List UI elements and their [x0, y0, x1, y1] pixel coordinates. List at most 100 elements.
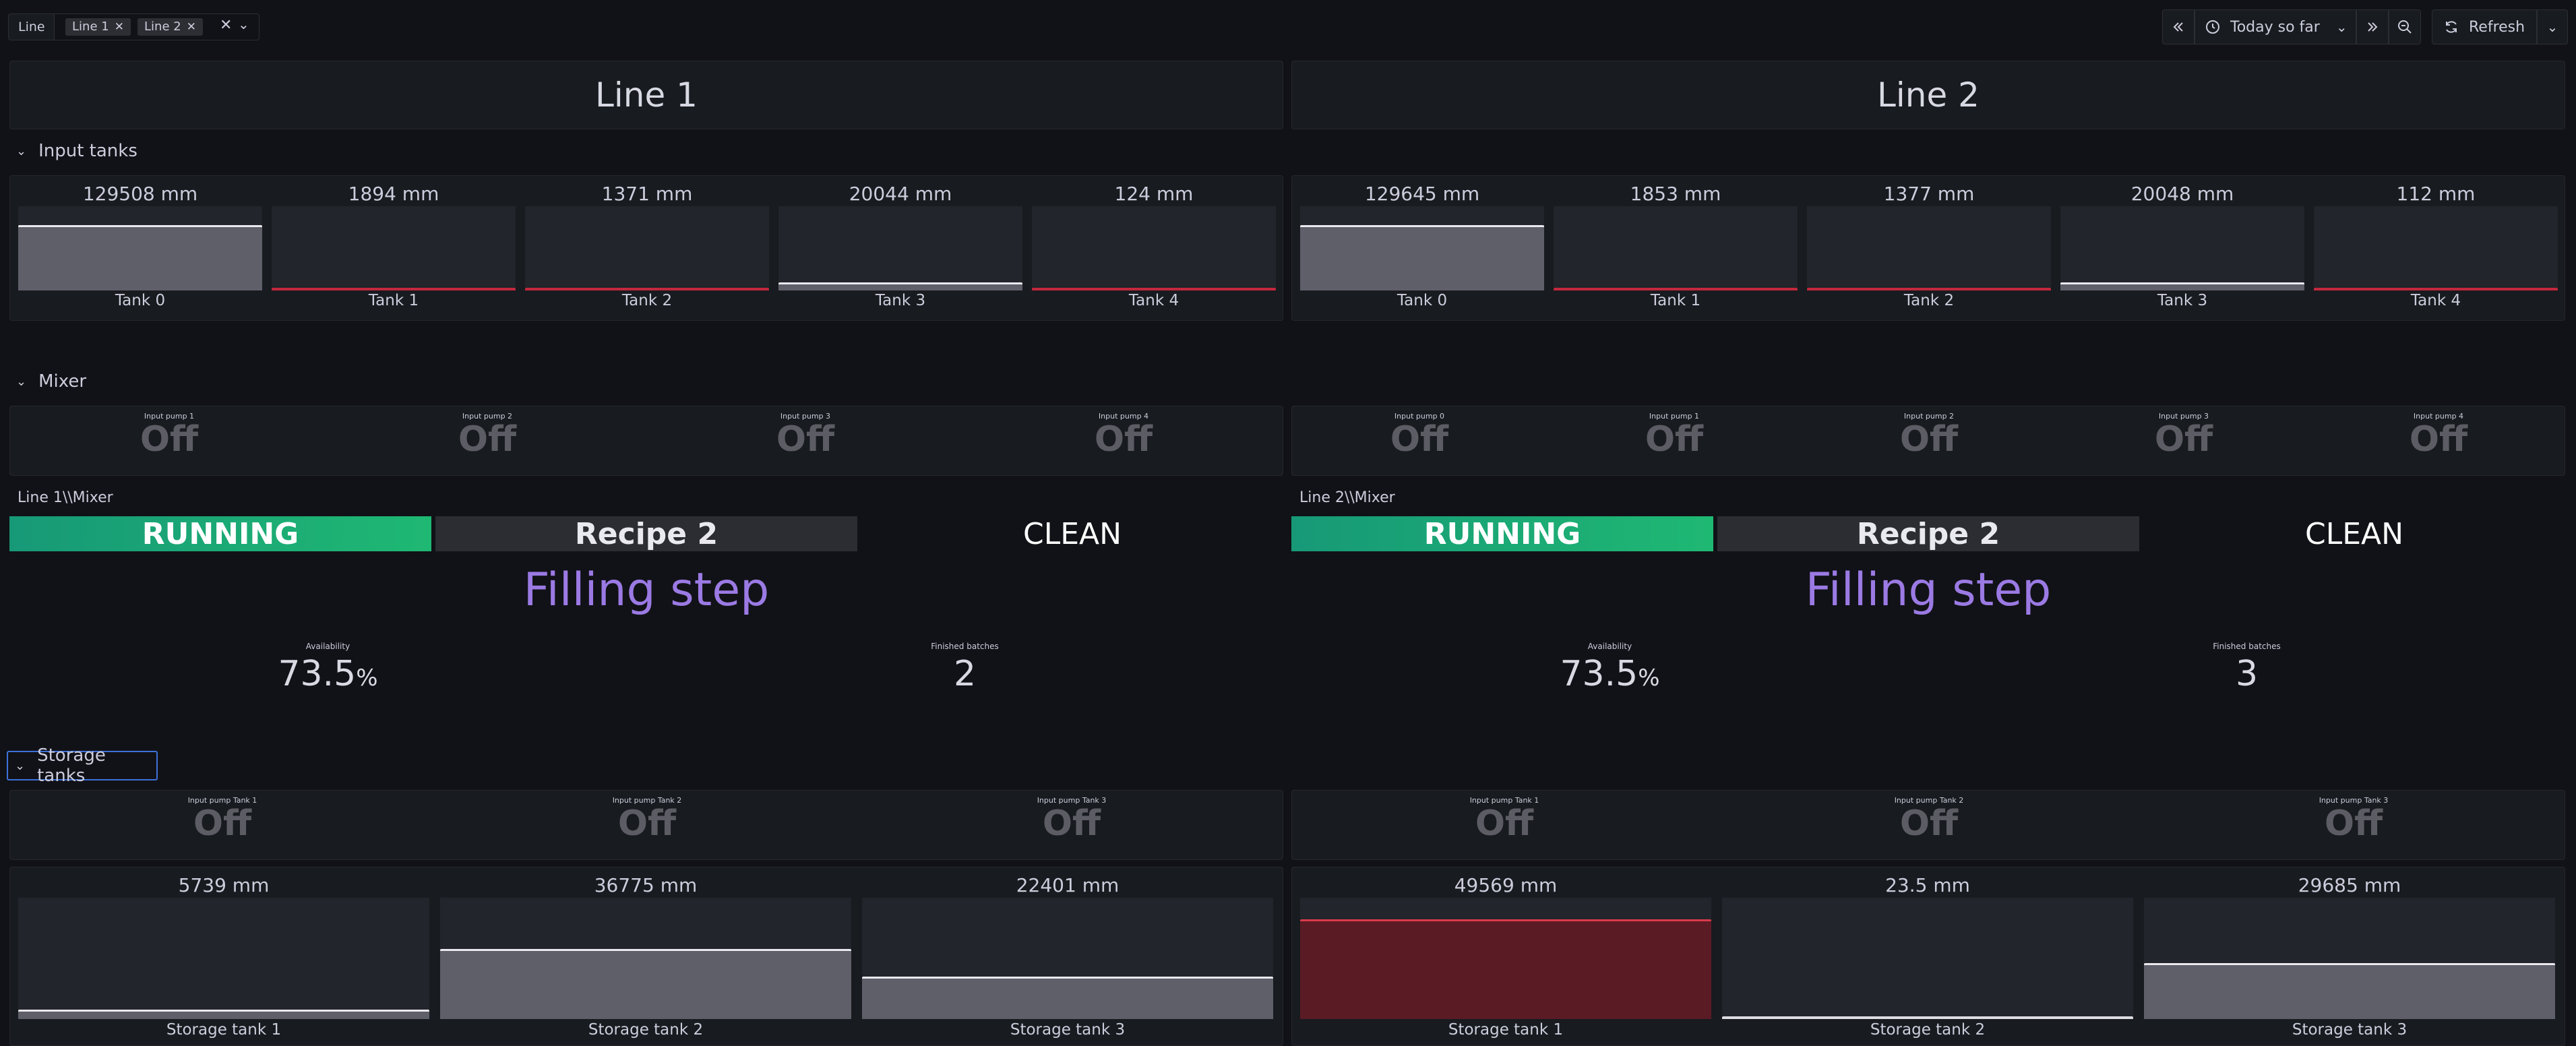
- chevron-down-icon: ⌄: [2546, 19, 2558, 35]
- chevron-down-icon: ⌄: [16, 374, 27, 389]
- availability-label: Availability: [305, 642, 350, 651]
- line-1-title-panel: Line 1: [9, 61, 1283, 129]
- tank-label: Tank 0: [115, 292, 166, 309]
- tank-value: 22401 mm: [1016, 874, 1120, 896]
- tank-gauge: [1807, 206, 2051, 290]
- mixer-recipe: Recipe 2: [435, 516, 857, 551]
- pump-status: Input pump Tank 1 Off: [1469, 796, 1539, 844]
- line-2-input-tanks-panel: 129645 mm Tank 0 1853 mm Tank 1 1377 mm …: [1291, 175, 2565, 321]
- tank-level: [18, 224, 262, 290]
- tank-label: Tank 1: [1650, 292, 1701, 309]
- clear-icon[interactable]: ✕: [220, 17, 233, 34]
- tank-value: 36775 mm: [594, 874, 698, 896]
- tank-level: [1032, 288, 1276, 290]
- tank-gauge: [1554, 206, 1798, 290]
- mixer-clean-status: CLEAN: [2304, 516, 2404, 551]
- line-1-storage-tanks-panel: 5739 mm Storage tank 1 36775 mm Storage …: [9, 867, 1283, 1046]
- time-forward-button[interactable]: [2356, 9, 2389, 44]
- time-range-picker[interactable]: Today so far ⌄: [2195, 9, 2356, 44]
- mixer-step: Filling step: [523, 563, 770, 617]
- tank-label: Storage tank 2: [1870, 1021, 1986, 1039]
- line-1-input-pumps-panel: Input pump 1 Off Input pump 2 Off Input pu…: [9, 406, 1283, 476]
- tank-gauge: [1722, 898, 2133, 1019]
- line-1-input-tanks-panel: 129508 mm Tank 0 1894 mm Tank 1 1371 mm …: [9, 175, 1283, 321]
- chevron-down-icon[interactable]: ⌄: [238, 16, 249, 32]
- availability-value: 73.5%: [1560, 654, 1660, 694]
- pump-status: Input pump Tank 2 Off: [612, 796, 682, 844]
- pump-status: Input pump 1 Off: [140, 412, 199, 460]
- tank-gauge: [18, 206, 262, 290]
- refresh-icon: [2446, 21, 2457, 33]
- tank-value: 124 mm: [1114, 183, 1194, 205]
- tank-label: Storage tank 3: [1010, 1021, 1126, 1039]
- tank-value: 1377 mm: [1883, 183, 1975, 205]
- tank-gauge: [1032, 206, 1276, 290]
- tank-level: [1722, 1016, 2133, 1019]
- mixer-recipe: Recipe 2: [1717, 516, 2139, 551]
- pump-status: Input pump Tank 3 Off: [2319, 796, 2389, 844]
- tank-level: [440, 948, 851, 1019]
- finished-batches-label: Finished batches: [2213, 642, 2281, 651]
- mixer-label: Line 2\\Mixer: [1299, 489, 1395, 506]
- pump-status: Input pump 1 Off: [1645, 412, 1704, 460]
- line-2-storage-tanks-panel: 49569 mm Storage tank 1 23.5 mm Storage …: [1291, 867, 2565, 1046]
- tank-value: 23.5 mm: [1885, 874, 1970, 896]
- time-range-label: Today so far: [2230, 18, 2320, 36]
- row-mixer[interactable]: ⌄ Mixer: [16, 371, 87, 392]
- pump-status: Input pump 4 Off: [2409, 412, 2468, 460]
- tank-value: 29685 mm: [2298, 874, 2401, 896]
- tank-gauge: [2144, 898, 2555, 1019]
- finished-batches-value: 3: [2235, 654, 2259, 694]
- tank-level: [2060, 282, 2304, 290]
- variable-label: Line: [8, 13, 55, 40]
- tank-label: Storage tank 1: [166, 1021, 282, 1039]
- tank-gauge: [2060, 206, 2304, 290]
- row-input-tanks[interactable]: ⌄ Input tanks: [16, 141, 137, 161]
- tank-label: Tank 3: [2157, 292, 2208, 309]
- chevron-down-icon: ⌄: [15, 758, 26, 773]
- tank-level: [1554, 288, 1798, 290]
- refresh-label: Refresh: [2469, 18, 2525, 36]
- tank-value: 129645 mm: [1364, 183, 1480, 205]
- tank-level: [1300, 919, 1711, 1019]
- tank-gauge: [862, 898, 1273, 1019]
- tank-label: Tank 1: [368, 292, 419, 309]
- chevron-double-right-icon: [2368, 22, 2378, 32]
- line-variable-select[interactable]: Line 1 ✕ Line 2 ✕ ✕ ⌄: [54, 13, 259, 40]
- tank-value: 20048 mm: [2130, 183, 2234, 205]
- tank-gauge: [778, 206, 1022, 290]
- tank-gauge: [440, 898, 851, 1019]
- zoom-out-icon: [2398, 20, 2412, 34]
- finished-batches-label: Finished batches: [931, 642, 999, 651]
- tank-label: Tank 0: [1397, 292, 1448, 309]
- zoom-out-button[interactable]: [2389, 9, 2421, 44]
- tank-value: 129508 mm: [82, 183, 198, 205]
- tank-level: [2314, 288, 2558, 290]
- clock-icon: [2206, 20, 2219, 34]
- mixer-label: Line 1\\Mixer: [18, 489, 113, 506]
- close-icon[interactable]: ✕: [114, 20, 124, 34]
- pump-status: Input pump 3 Off: [2154, 412, 2213, 460]
- row-storage-tanks[interactable]: ⌄ Storage tanks: [7, 745, 158, 786]
- tank-gauge: [1300, 898, 1711, 1019]
- mixer-state: RUNNING: [9, 516, 431, 551]
- mixer-clean-status: CLEAN: [1022, 516, 1122, 551]
- chip-line-1[interactable]: Line 1 ✕: [65, 18, 131, 36]
- refresh-interval-button[interactable]: ⌄: [2537, 9, 2568, 44]
- tank-label: Tank 4: [2410, 292, 2461, 309]
- tank-label: Tank 2: [1903, 292, 1955, 309]
- availability-label: Availability: [1587, 642, 1632, 651]
- line-1-storage-pumps-panel: Input pump Tank 1 Off Input pump Tank 2 Of…: [9, 790, 1283, 860]
- close-icon[interactable]: ✕: [186, 20, 196, 34]
- pump-status: Input pump Tank 2 Off: [1894, 796, 1964, 844]
- tank-value: 20044 mm: [849, 183, 952, 205]
- tank-label: Tank 4: [1128, 292, 1179, 309]
- tank-level: [778, 282, 1022, 290]
- chip-line-2[interactable]: Line 2 ✕: [137, 18, 203, 36]
- tank-value: 1853 mm: [1630, 183, 1721, 205]
- refresh-button[interactable]: Refresh: [2432, 9, 2537, 44]
- time-back-button[interactable]: [2162, 9, 2195, 44]
- pump-status: Input pump 3 Off: [776, 412, 835, 460]
- tank-level: [18, 1009, 429, 1019]
- tank-gauge: [272, 206, 516, 290]
